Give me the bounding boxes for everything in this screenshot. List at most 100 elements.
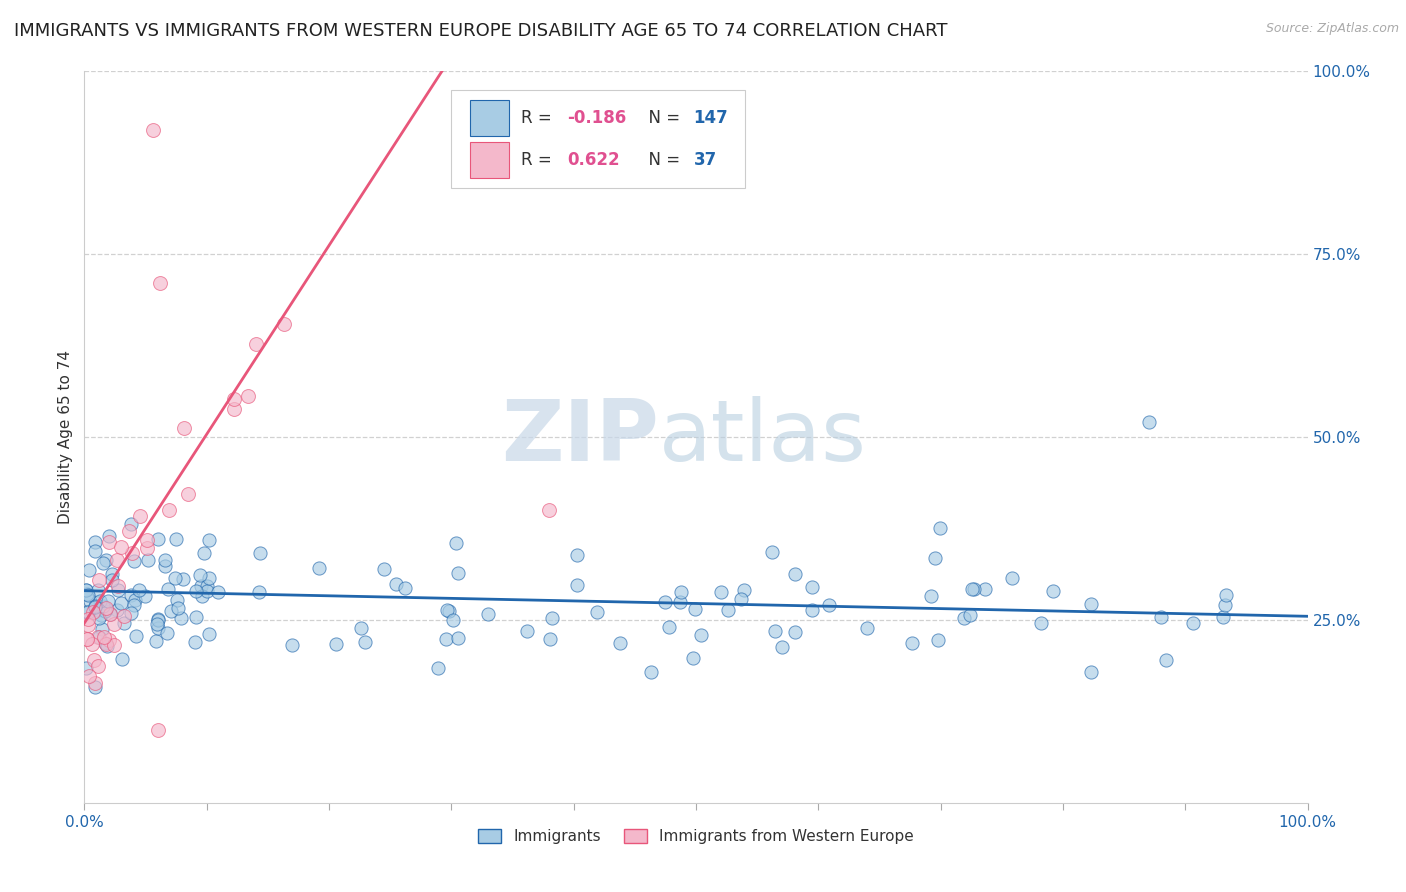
Point bbox=[94, 553, 117, 567]
Point bbox=[801, 603, 824, 617]
Point bbox=[901, 636, 924, 650]
Point bbox=[122, 554, 145, 568]
Point bbox=[224, 392, 246, 406]
Point bbox=[198, 571, 221, 585]
Point bbox=[963, 582, 986, 597]
Point bbox=[87, 659, 110, 673]
Point bbox=[1215, 588, 1237, 602]
Point bbox=[101, 573, 124, 587]
Point bbox=[84, 680, 107, 694]
Point bbox=[83, 653, 105, 667]
Point bbox=[184, 634, 207, 648]
Point bbox=[107, 579, 129, 593]
Point bbox=[93, 630, 115, 644]
Point bbox=[105, 553, 128, 567]
Point bbox=[195, 584, 218, 599]
Point bbox=[565, 549, 588, 563]
Text: N =: N = bbox=[638, 151, 686, 169]
Point bbox=[658, 620, 681, 634]
Point bbox=[191, 589, 214, 603]
Point bbox=[97, 632, 120, 647]
Point bbox=[124, 592, 146, 607]
Point bbox=[565, 578, 588, 592]
Point bbox=[671, 585, 693, 599]
Text: R =: R = bbox=[522, 151, 557, 169]
Point bbox=[166, 592, 188, 607]
Point bbox=[1042, 583, 1064, 598]
Point bbox=[733, 583, 755, 598]
Point bbox=[856, 621, 879, 635]
Point bbox=[927, 632, 949, 647]
Point bbox=[77, 563, 100, 577]
Text: 0.622: 0.622 bbox=[568, 151, 620, 169]
Point bbox=[84, 599, 107, 613]
Point bbox=[96, 639, 118, 653]
Text: -0.186: -0.186 bbox=[568, 109, 627, 127]
Point bbox=[165, 532, 187, 546]
Point bbox=[1154, 653, 1177, 667]
Point bbox=[83, 599, 105, 614]
Point bbox=[1150, 610, 1173, 624]
Point bbox=[93, 599, 115, 613]
Point bbox=[960, 582, 983, 597]
Point bbox=[112, 609, 135, 624]
Point bbox=[121, 588, 143, 602]
Point bbox=[163, 571, 186, 585]
Point bbox=[146, 532, 169, 546]
Text: Source: ZipAtlas.com: Source: ZipAtlas.com bbox=[1265, 22, 1399, 36]
Point bbox=[84, 676, 107, 690]
Point bbox=[198, 533, 221, 548]
Point bbox=[112, 615, 135, 630]
Point bbox=[93, 557, 115, 571]
Point bbox=[1080, 597, 1102, 611]
Point bbox=[193, 546, 215, 560]
Point bbox=[94, 604, 117, 618]
Point bbox=[436, 603, 458, 617]
Point bbox=[90, 608, 112, 623]
Y-axis label: Disability Age 65 to 74: Disability Age 65 to 74 bbox=[58, 350, 73, 524]
Point bbox=[97, 594, 120, 608]
Point bbox=[538, 503, 561, 517]
Text: R =: R = bbox=[522, 109, 557, 127]
Point bbox=[98, 607, 121, 622]
Point bbox=[75, 605, 97, 619]
Point bbox=[83, 544, 105, 558]
Point bbox=[308, 560, 330, 574]
Point bbox=[394, 581, 416, 595]
Point bbox=[129, 509, 152, 524]
FancyBboxPatch shape bbox=[451, 90, 745, 188]
Point bbox=[77, 605, 100, 619]
Point bbox=[609, 636, 631, 650]
Point bbox=[195, 579, 218, 593]
Text: ZIP: ZIP bbox=[502, 395, 659, 479]
Point bbox=[924, 550, 946, 565]
Point bbox=[122, 599, 145, 613]
Point bbox=[87, 603, 110, 617]
Point bbox=[94, 637, 117, 651]
Point bbox=[75, 661, 97, 675]
Point bbox=[146, 613, 169, 627]
Point bbox=[188, 567, 211, 582]
Point bbox=[136, 553, 159, 567]
Point bbox=[959, 607, 981, 622]
Point bbox=[118, 524, 141, 539]
Point bbox=[516, 624, 538, 638]
Point bbox=[157, 503, 180, 517]
Point bbox=[238, 389, 260, 403]
Point bbox=[111, 652, 134, 666]
Point bbox=[1137, 416, 1160, 430]
Point bbox=[224, 402, 246, 417]
Point bbox=[190, 579, 212, 593]
Point bbox=[110, 540, 132, 554]
Point bbox=[148, 621, 170, 635]
Point bbox=[156, 625, 179, 640]
FancyBboxPatch shape bbox=[470, 101, 509, 136]
Point bbox=[75, 582, 97, 597]
Point bbox=[1212, 609, 1234, 624]
Point bbox=[444, 535, 467, 549]
Point bbox=[128, 582, 150, 597]
Point bbox=[186, 609, 208, 624]
Point bbox=[325, 637, 347, 651]
Point bbox=[920, 590, 942, 604]
Point bbox=[135, 541, 157, 556]
